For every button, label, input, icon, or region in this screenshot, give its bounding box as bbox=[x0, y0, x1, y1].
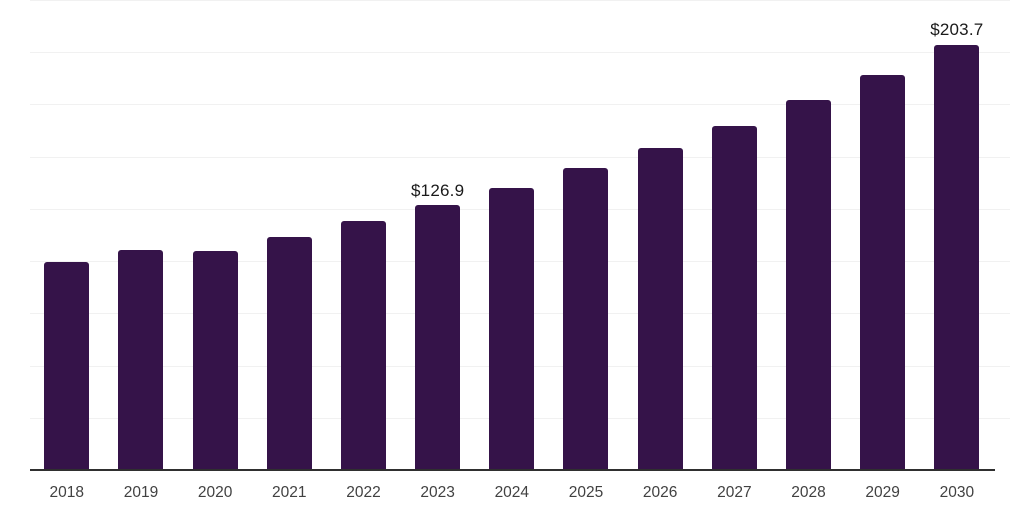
x-tick-2028: 2028 bbox=[791, 484, 826, 501]
bar-2018 bbox=[44, 262, 90, 470]
bar-2030 bbox=[934, 44, 980, 470]
x-tick-2019: 2019 bbox=[123, 484, 159, 501]
x-tick-2024: 2024 bbox=[494, 484, 530, 501]
x-axis-line bbox=[30, 469, 995, 471]
x-tick-2030: 2030 bbox=[939, 484, 975, 501]
x-tick-2021: 2021 bbox=[272, 484, 307, 501]
value-label-2030: $203.7 bbox=[930, 20, 984, 40]
bar-2027 bbox=[711, 126, 757, 470]
bar-2024 bbox=[489, 188, 535, 470]
bar-2023 bbox=[415, 204, 461, 470]
bar-2020 bbox=[192, 251, 238, 470]
x-tick-2027: 2027 bbox=[717, 484, 752, 501]
bar-2028 bbox=[786, 100, 831, 470]
x-tick-2020: 2020 bbox=[197, 484, 233, 501]
x-tick-2029: 2029 bbox=[865, 484, 900, 501]
gridline-175 bbox=[30, 104, 1010, 106]
gridline-225 bbox=[30, 0, 1010, 1]
x-tick-2025: 2025 bbox=[568, 484, 604, 501]
bar-2022 bbox=[340, 221, 386, 470]
bar-2019 bbox=[118, 250, 164, 470]
x-tick-2018: 2018 bbox=[49, 484, 85, 501]
x-tick-2023: 2023 bbox=[420, 484, 455, 501]
gridline-150 bbox=[30, 156, 1010, 158]
value-label-2023: $126.9 bbox=[411, 180, 465, 200]
bar-2026 bbox=[637, 147, 683, 470]
bar-2029 bbox=[860, 74, 906, 470]
bar-2021 bbox=[266, 236, 312, 470]
plot-area: $126.9 $203.7 bbox=[30, 0, 1010, 470]
x-tick-2022: 2022 bbox=[346, 484, 381, 501]
bar-2025 bbox=[563, 168, 609, 470]
gridline-200 bbox=[30, 52, 1010, 54]
x-tick-2026: 2026 bbox=[642, 484, 678, 501]
